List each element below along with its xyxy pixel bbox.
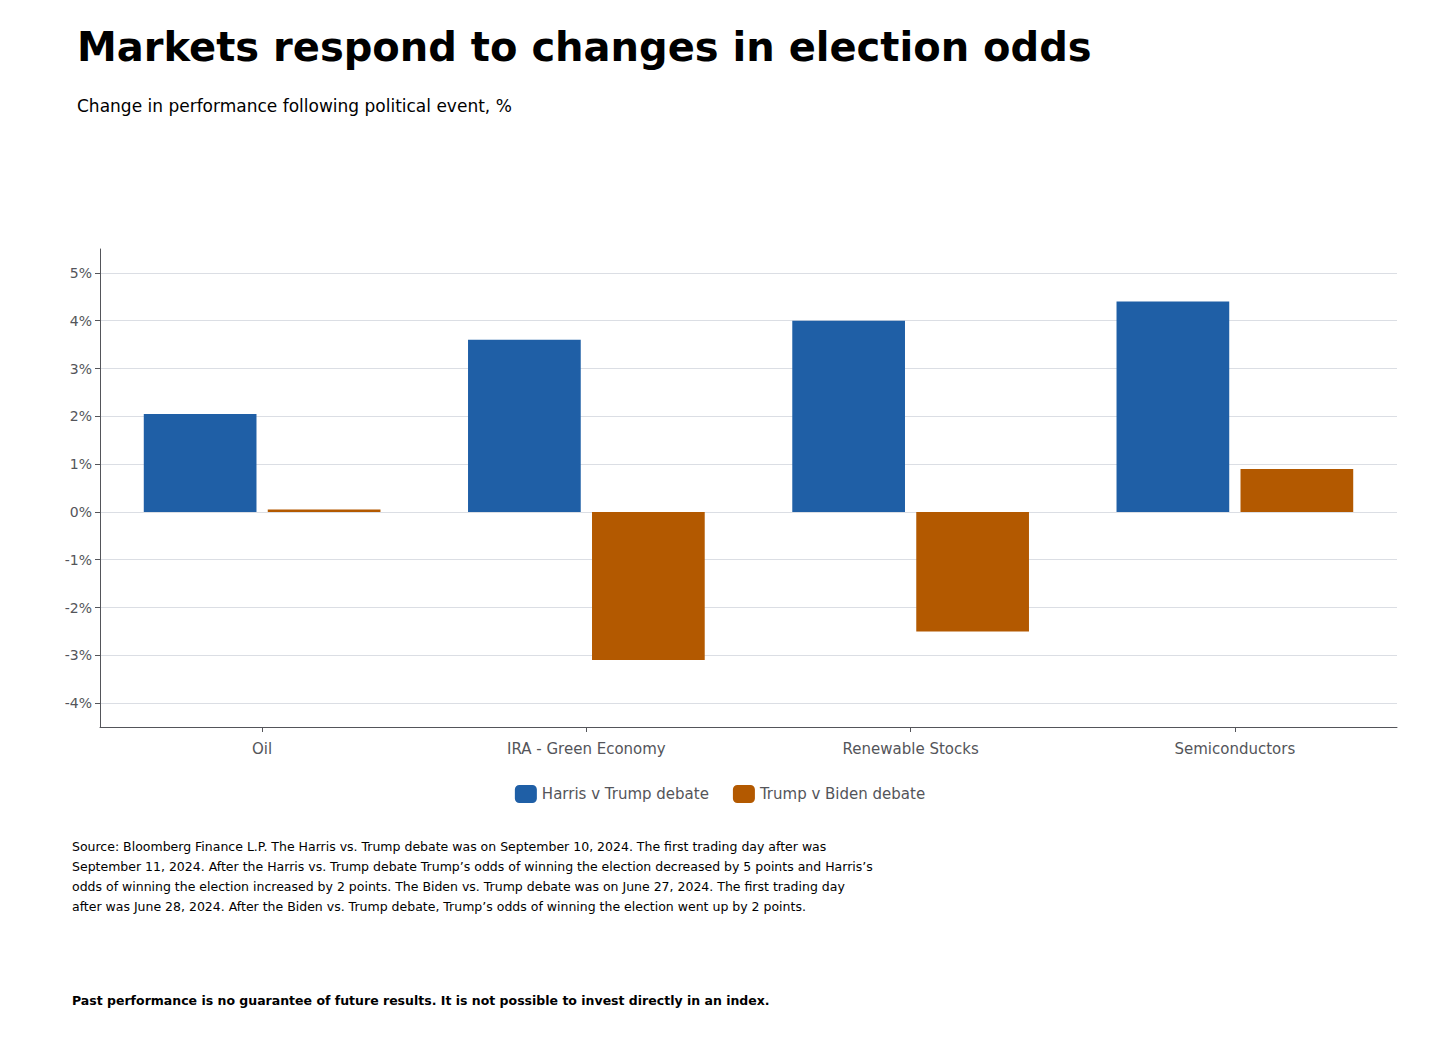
svg-text:Renewable Stocks: Renewable Stocks <box>843 740 979 758</box>
svg-text:-1%: -1% <box>65 552 92 568</box>
svg-text:-3%: -3% <box>65 647 92 663</box>
svg-text:Oil: Oil <box>252 740 272 758</box>
svg-text:-4%: -4% <box>65 695 92 711</box>
svg-text:after was June 28, 2024. After: after was June 28, 2024. After the Biden… <box>72 899 806 914</box>
svg-text:4%: 4% <box>70 313 92 329</box>
svg-text:Source: Bloomberg Finance L.P.: Source: Bloomberg Finance L.P. The Harri… <box>72 839 826 854</box>
svg-text:Change in performance followin: Change in performance following politica… <box>77 96 512 116</box>
svg-text:IRA - Green Economy: IRA - Green Economy <box>507 740 666 758</box>
svg-text:5%: 5% <box>70 265 92 281</box>
svg-text:Trump v Biden debate: Trump v Biden debate <box>759 785 925 803</box>
svg-text:odds of winning the election i: odds of winning the election increased b… <box>72 879 845 894</box>
svg-text:1%: 1% <box>70 456 92 472</box>
svg-text:2%: 2% <box>70 408 92 424</box>
svg-text:Markets respond to changes in: Markets respond to changes in election o… <box>77 24 1092 70</box>
svg-text:-2%: -2% <box>65 600 92 616</box>
svg-text:Harris v Trump debate: Harris v Trump debate <box>542 785 709 803</box>
svg-text:0%: 0% <box>70 504 92 520</box>
svg-text:Past performance is no guarant: Past performance is no guarantee of futu… <box>72 993 770 1008</box>
svg-text:September 11, 2024. After the: September 11, 2024. After the Harris vs.… <box>72 859 873 874</box>
svg-text:Semiconductors: Semiconductors <box>1174 740 1295 758</box>
svg-text:3%: 3% <box>70 361 92 377</box>
